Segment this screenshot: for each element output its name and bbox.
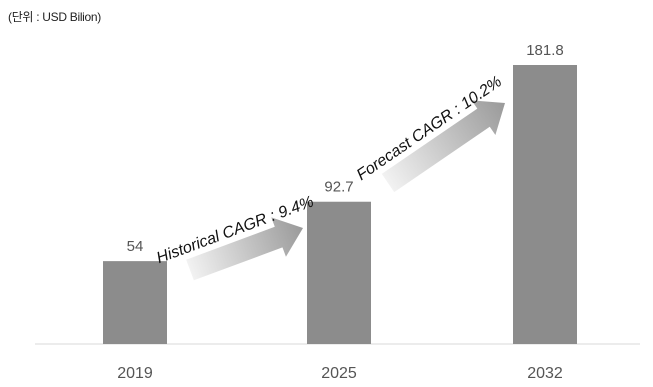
tick-label-2025: 2025 [321, 365, 357, 382]
forecast-cagr-arrow-shape [381, 100, 506, 193]
forecast-cagr-arrow: Forecast CAGR : 10.2% [354, 73, 506, 193]
unit-label: (단위 : USD Bilion) [8, 10, 101, 24]
historical-cagr-arrow-shape [186, 217, 304, 281]
tick-label-2019: 2019 [117, 365, 153, 382]
bar-2025 [307, 201, 371, 344]
bar-2019 [103, 261, 167, 344]
tick-label-2032: 2032 [527, 365, 563, 382]
value-label-2025: 92.7 [324, 179, 353, 196]
labels-layer: 54 2019 92.7 2025 181.8 2032 [117, 42, 564, 382]
historical-cagr-arrow: Historical CAGR : 9.4% [154, 193, 316, 281]
value-label-2019: 54 [127, 238, 144, 255]
bar-2032 [513, 65, 577, 344]
value-label-2032: 181.8 [526, 42, 564, 59]
bars-layer [103, 65, 577, 344]
